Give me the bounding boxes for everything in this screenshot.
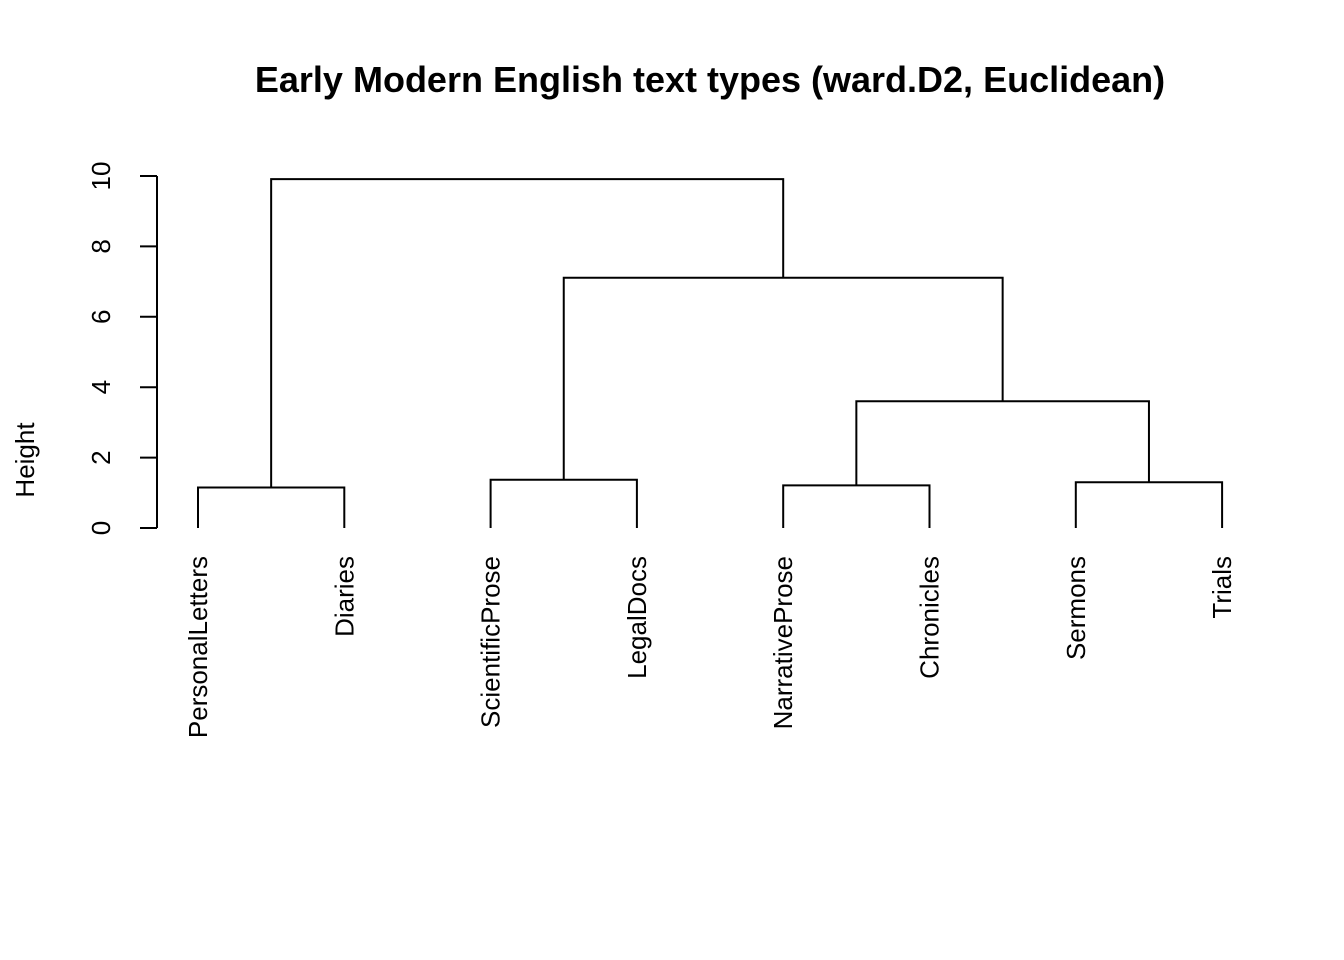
chart-title: Early Modern English text types (ward.D2… (255, 59, 1165, 100)
merge-link (1074, 481, 1224, 528)
leaf-label: Trials (1207, 556, 1237, 619)
leaf-label: Diaries (329, 556, 359, 637)
leaf-label: LegalDocs (622, 556, 652, 679)
dendrogram-tree (197, 178, 1224, 528)
y-tick-label: 2 (86, 450, 116, 464)
leaf-label: Chronicles (915, 556, 945, 679)
merge-link (855, 400, 1150, 486)
merge-link (197, 486, 346, 528)
y-axis: 0 2 4 6 8 10 (86, 162, 158, 535)
leaf-label: PersonalLetters (183, 556, 213, 738)
y-axis-label: Height (10, 422, 40, 498)
merge-link (782, 484, 931, 528)
merge-link (489, 478, 638, 528)
leaf-label: ScientificProse (476, 556, 506, 728)
merge-link (270, 178, 785, 488)
leaf-labels: PersonalLetters Diaries ScientificProse Leg… (183, 556, 1237, 738)
y-tick-label: 8 (86, 239, 116, 253)
merge-link (562, 276, 1004, 480)
leaf-label: Sermons (1061, 556, 1091, 660)
y-tick-label: 6 (86, 310, 116, 324)
leaf-label: NarrativeProse (768, 556, 798, 729)
y-tick-label: 4 (86, 380, 116, 394)
y-tick-label: 10 (86, 162, 116, 191)
y-tick-label: 0 (86, 521, 116, 535)
